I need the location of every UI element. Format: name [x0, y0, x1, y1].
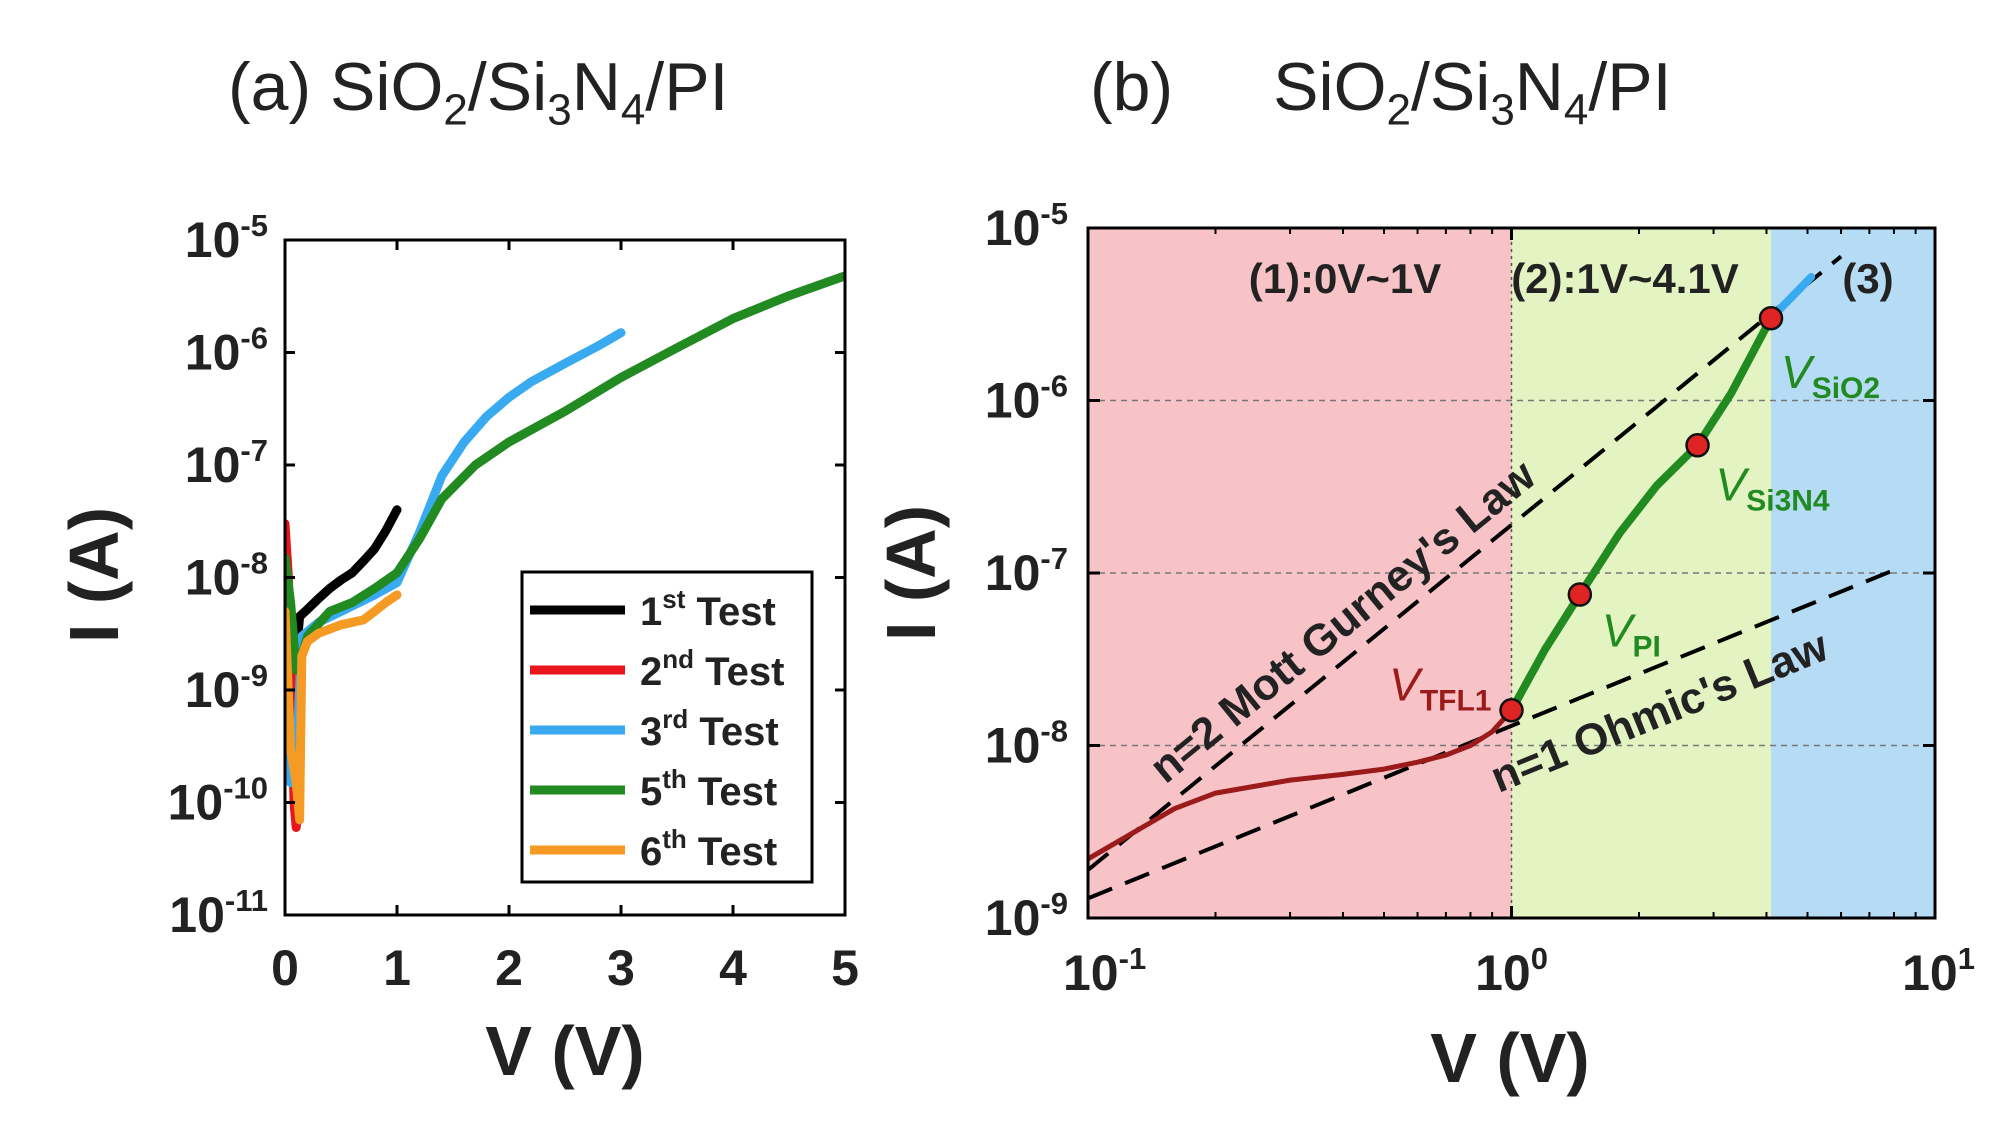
x-tick-label-a: 2: [495, 940, 523, 996]
marker-si3n4: [1685, 433, 1710, 458]
marker-pi: [1567, 582, 1593, 607]
legend-a-item: 5th Test: [640, 764, 777, 814]
panel-a-formula: SiO2/Si3N4/PI: [330, 49, 729, 135]
series-a-5-line: [285, 590, 402, 825]
region-2-label: (2):1V~4.1V: [1511, 255, 1739, 302]
panel-b-label: (b): [1090, 49, 1174, 125]
legend-a: 1st Test 2nd Test 3rd Test 5th Test 6th Test: [520, 570, 814, 884]
y-tick-label-b: 10-7: [985, 541, 1068, 601]
panel-b-title: (b) SiO2/Si3N4/PI: [1090, 48, 1672, 136]
x-tick-label-a: 0: [271, 940, 299, 996]
y-tick-label-b: 10-5: [985, 196, 1068, 256]
y-tick-label-a: 10-10: [168, 771, 268, 831]
panel-b-formula: SiO2/Si3N4/PI: [1273, 49, 1672, 135]
y-tick-label-b: 10-6: [985, 369, 1068, 429]
region-3-label: (3): [1842, 255, 1893, 302]
series-b-1-line: [1088, 707, 1514, 862]
series-b-2-line: [1507, 314, 1775, 715]
x-tick-label-a: 5: [831, 940, 859, 996]
x-tick-label-b: 100: [1475, 941, 1548, 1001]
y-tick-label-b: 10-9: [985, 886, 1068, 946]
marker-label-sio2: VSiO2: [1781, 346, 1880, 405]
y-tick-label-a: 10-5: [185, 208, 268, 268]
x-axis-label-a: V (V): [485, 1012, 644, 1090]
marker-label-si3n4: VSi3N4: [1716, 458, 1830, 517]
x-tick-label-b: 10-1: [1063, 941, 1146, 1001]
y-tick-label-b: 10-8: [985, 714, 1068, 774]
marker-sio2: [1758, 305, 1784, 331]
x-tick-label-b: 101: [1902, 941, 1975, 1001]
series-a-1-line: [291, 505, 402, 661]
fit-line-2: [1088, 568, 1895, 901]
y-axis-label-a: I (A): [55, 507, 133, 643]
y-tick-label-a: 10-8: [185, 546, 268, 606]
y-tick-label-a: 10-11: [169, 883, 268, 943]
region-1-label: (1):0V~1V: [1249, 255, 1442, 302]
legend-a-item: 1st Test: [640, 584, 776, 634]
legend-a-item: 3rd Test: [640, 704, 779, 754]
panel-b-plot: (1):0V~1V (2):1V~4.1V (3)n=2 Mott Gurney's…: [872, 196, 1975, 1097]
marker-label-tfl1: VTFL1: [1389, 658, 1491, 717]
panel-a-title: (a) SiO2/Si3N4/PI: [228, 48, 728, 136]
fit-line-1: [1088, 254, 1843, 872]
y-tick-label-a: 10-6: [185, 321, 268, 381]
x-tick-label-a: 4: [719, 940, 747, 996]
legend-a-item: 2nd Test: [640, 644, 784, 694]
x-axis-label-b: V (V): [1430, 1019, 1589, 1097]
panel-a-plot: 0 1 2 3 4 5 10-11 10-10 10-9 10-8 10-7 10-6 10-5 V (V…: [55, 208, 859, 1090]
y-axis-label-b: I (A): [872, 505, 950, 641]
y-tick-label-a: 10-9: [185, 658, 268, 718]
x-tick-label-a: 1: [383, 940, 411, 996]
x-tick-label-a: 3: [607, 940, 635, 996]
y-tick-label-a: 10-7: [185, 433, 268, 493]
marker-tfl1: [1499, 698, 1524, 723]
marker-label-pi: VPI: [1602, 605, 1661, 664]
legend-a-item: 6th Test: [640, 824, 777, 874]
panel-a-label: (a): [228, 49, 312, 125]
